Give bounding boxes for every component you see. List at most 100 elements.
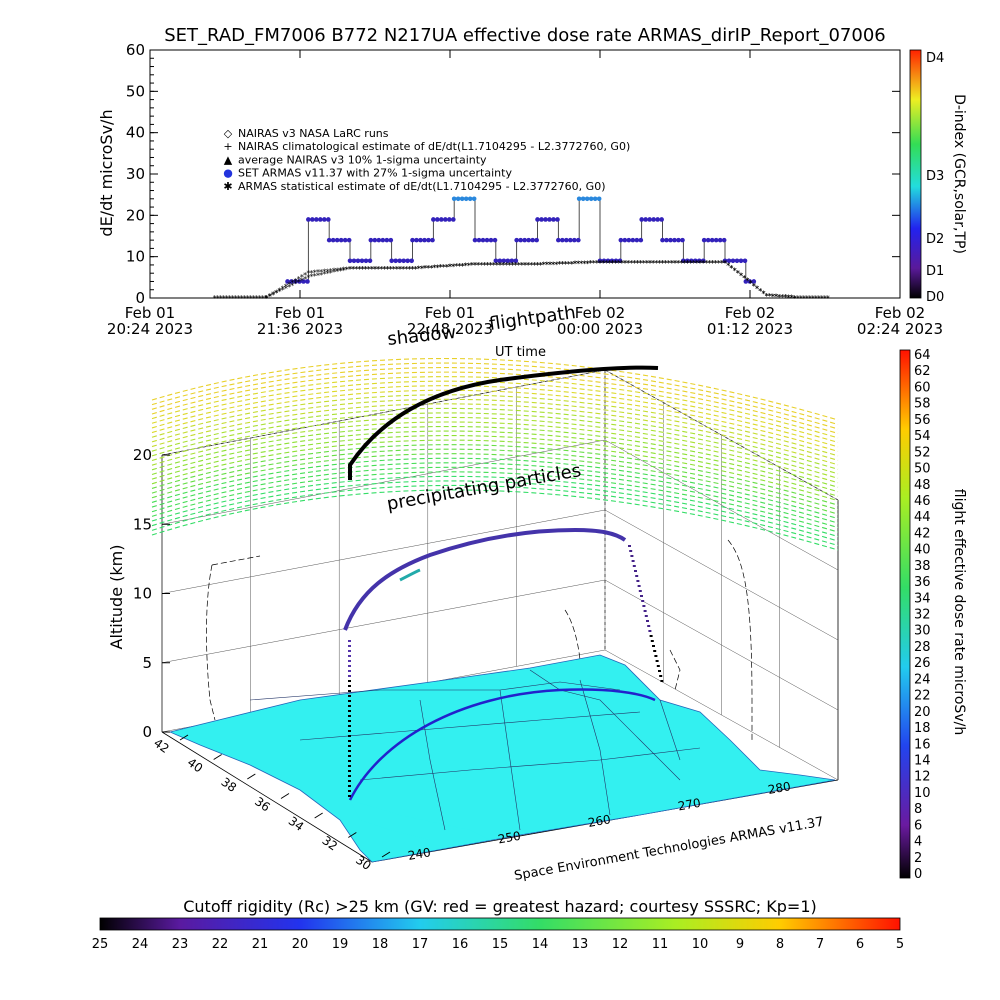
flight-track	[343, 527, 627, 631]
baseline-point: *	[808, 294, 812, 303]
armas-point	[709, 237, 715, 243]
altitude-marker	[348, 785, 351, 787]
armas-estimate-point: *	[386, 265, 390, 274]
armas-estimate-point: *	[322, 268, 326, 277]
precipitating-band	[151, 462, 839, 524]
armas-point	[580, 196, 586, 202]
armas-point	[672, 237, 677, 243]
altitude-marker	[656, 665, 660, 667]
nairas-estimate-point: *	[614, 259, 618, 268]
armas-point	[509, 258, 515, 264]
dose-tick-label: 52	[914, 445, 931, 460]
nairas-estimate-point: *	[570, 260, 574, 269]
armas-estimate-point: *	[486, 261, 490, 270]
armas-estimate-point: *	[739, 272, 743, 281]
armas-estimate-point: *	[501, 261, 505, 270]
nairas-estimate-point: *	[733, 266, 737, 275]
nairas-estimate-point: *	[692, 259, 696, 268]
precipitating-band	[151, 489, 839, 551]
nairas-estimate-point: *	[607, 259, 611, 268]
armas-estimate-point: *	[290, 279, 294, 288]
armas-estimate-point: *	[632, 259, 636, 268]
nairas-estimate-point: *	[332, 268, 336, 277]
top-y-label: dE/dt microSv/h	[97, 109, 116, 236]
precipitating-band	[151, 426, 839, 488]
armas-estimate-point: *	[326, 267, 330, 276]
nairas-estimate-point: *	[654, 259, 658, 268]
armas-estimate-point: *	[401, 265, 405, 274]
wall-grid-line	[161, 369, 606, 456]
armas-point	[435, 217, 440, 222]
latitude-tick-label: 40	[185, 755, 206, 775]
ground-track	[348, 688, 656, 801]
armas-point	[488, 237, 494, 243]
armas-estimate-point: *	[457, 262, 461, 271]
cutoff-tick-label: 9	[736, 937, 744, 952]
baseline-point: *	[228, 294, 232, 303]
armas-estimate-point: *	[489, 261, 493, 270]
armas-point	[305, 279, 310, 284]
armas-point	[310, 217, 315, 222]
nairas-estimate-point: *	[398, 265, 402, 274]
nairas-estimate-point: *	[364, 265, 368, 274]
armas-estimate-point: *	[303, 271, 307, 280]
dose-tick-label: 30	[914, 624, 931, 639]
top-y-tick-label: 40	[126, 124, 145, 142]
armas-estimate-point: *	[582, 259, 586, 268]
altitude-axis: 20 15 10 5 0	[133, 446, 170, 741]
armas-estimate-point: *	[514, 261, 518, 270]
armas-estimate-point: *	[629, 259, 633, 268]
armas-estimate-point: *	[620, 259, 624, 268]
baseline-point: *	[252, 294, 256, 303]
dindex-tick-label: D1	[926, 264, 944, 279]
altitude-marker	[635, 575, 639, 577]
top-x-tick-date: Feb 01	[425, 304, 475, 322]
armas-estimate-point: *	[573, 260, 577, 269]
altitude-marker	[636, 580, 640, 582]
nairas-estimate-point: *	[726, 261, 730, 270]
baseline-point: *	[216, 294, 220, 303]
armas-estimate-point: *	[395, 265, 399, 274]
legend-marker: +	[223, 140, 232, 153]
armas-point	[680, 237, 685, 243]
baseline-point: *	[258, 294, 262, 303]
armas-point	[722, 258, 728, 264]
dindex-label: D-index (GCR,solar,TP)	[951, 94, 967, 254]
cutoff-tick-label: 21	[252, 937, 269, 952]
cutoff-tick-label: 18	[372, 937, 389, 952]
baseline-point: *	[255, 294, 259, 303]
nairas-estimate-point: *	[651, 259, 655, 268]
armas-point	[414, 237, 419, 243]
nairas-estimate-point: *	[768, 292, 772, 301]
altitude-marker	[660, 680, 664, 682]
nairas-estimate-point: *	[517, 261, 521, 270]
nairas-estimate-point: *	[551, 260, 555, 269]
altitude-marker	[348, 740, 351, 742]
altitude-marker	[348, 750, 351, 752]
precipitating-band	[151, 435, 839, 497]
altitude-marker	[655, 660, 659, 662]
baseline-point: *	[820, 294, 824, 303]
altitude-marker	[631, 560, 635, 562]
armas-point	[355, 258, 361, 264]
armas-estimate-point: *	[316, 268, 320, 277]
armas-point	[530, 237, 535, 243]
nairas-estimate-point: *	[290, 281, 294, 290]
armas-point	[601, 258, 607, 264]
nairas-estimate-point: *	[586, 259, 590, 268]
nairas-estimate-point: *	[504, 261, 508, 270]
armas-estimate-point: *	[414, 265, 418, 274]
armas-point	[351, 258, 357, 264]
armas-point	[455, 196, 461, 202]
armas-point	[568, 237, 573, 243]
top-x-tick-time: 20:24 2023	[107, 320, 193, 338]
dose-tick-label: 36	[914, 575, 931, 590]
nairas-estimate-point: *	[567, 260, 571, 269]
nairas-estimate-point: *	[645, 259, 649, 268]
dose-tick-label: 56	[914, 413, 931, 428]
latitude-tick	[314, 812, 323, 819]
wall-grid-line	[161, 439, 606, 525]
nairas-estimate-point: *	[268, 292, 272, 301]
nairas-estimate-point: *	[711, 259, 715, 268]
